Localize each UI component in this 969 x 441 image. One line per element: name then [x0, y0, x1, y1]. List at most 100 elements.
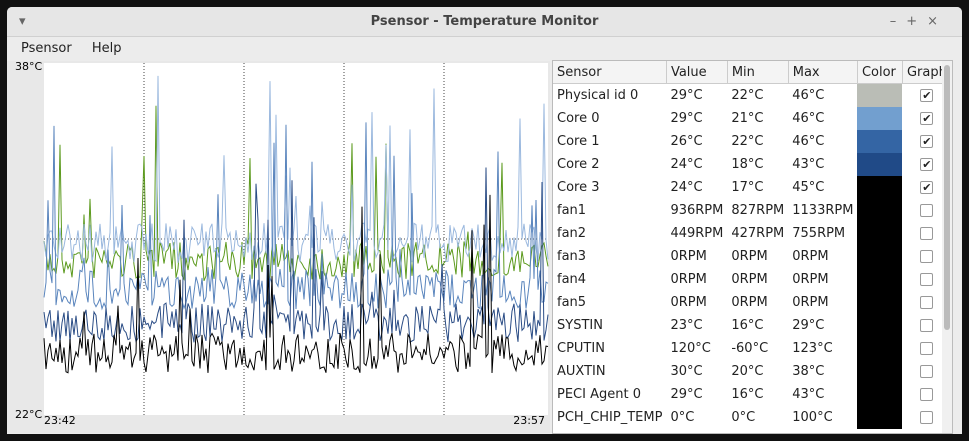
checkbox[interactable] — [920, 319, 934, 332]
x-end-label: 23:57 — [513, 414, 545, 427]
cell-min: 22°C — [731, 88, 764, 103]
checkbox[interactable]: ✔ — [920, 181, 934, 194]
cell-max: 755RPM — [792, 226, 846, 241]
graph-toggle[interactable] — [902, 222, 951, 245]
menu-item[interactable]: Psensor — [21, 41, 72, 56]
sensor-row[interactable]: Core 1 26°C 22°C 46°C ✔ — [553, 130, 951, 153]
sensor-row[interactable]: fan5 0RPM 0RPM 0RPM — [553, 291, 951, 314]
color-swatch[interactable] — [857, 83, 903, 107]
graph-toggle[interactable] — [902, 291, 951, 314]
window: ▾ Psensor - Temperature Monitor –+× Psen… — [7, 7, 962, 434]
column-header[interactable]: Max — [788, 61, 858, 84]
checkbox[interactable] — [920, 204, 934, 217]
checkbox[interactable]: ✔ — [920, 135, 934, 148]
column-header[interactable]: Value — [666, 61, 728, 84]
cell-min: 0RPM — [731, 249, 768, 264]
cell-sensor: Core 1 — [557, 134, 600, 149]
checkbox[interactable] — [920, 411, 934, 424]
sensor-trace — [43, 167, 549, 343]
checkbox[interactable] — [920, 273, 934, 286]
sensor-table: Sensor Value Min Max Color Graph Physical id … — [552, 60, 953, 434]
graph-toggle[interactable] — [902, 383, 951, 406]
sensor-row[interactable]: fan2 449RPM 427RPM 755RPM — [553, 222, 951, 245]
cell-max: 0RPM — [792, 295, 829, 310]
checkbox[interactable] — [920, 365, 934, 378]
checkbox[interactable]: ✔ — [920, 89, 934, 102]
color-swatch[interactable] — [857, 153, 903, 176]
graph-toggle[interactable] — [902, 406, 951, 429]
column-header[interactable]: Color — [857, 61, 903, 84]
graph-toggle[interactable]: ✔ — [902, 176, 951, 199]
color-swatch[interactable] — [857, 176, 903, 199]
color-swatch[interactable] — [857, 291, 903, 314]
cell-max: 29°C — [792, 318, 825, 333]
sensor-row[interactable]: Core 3 24°C 17°C 45°C ✔ — [553, 176, 951, 199]
checkbox[interactable] — [920, 250, 934, 263]
sensor-row[interactable]: AUXTIN 30°C 20°C 38°C — [553, 360, 951, 383]
window-controls[interactable]: –+× — [889, 14, 948, 29]
color-swatch[interactable] — [857, 107, 903, 130]
color-swatch[interactable] — [857, 130, 903, 153]
window-title: Psensor - Temperature Monitor — [370, 14, 599, 29]
graph-toggle[interactable]: ✔ — [902, 153, 951, 176]
color-swatch[interactable] — [857, 383, 903, 406]
cell-value: 0RPM — [670, 272, 707, 287]
color-swatch[interactable] — [857, 268, 903, 291]
color-swatch[interactable] — [857, 222, 903, 245]
sensor-row[interactable]: PCH_CHIP_TEMP 0°C 0°C 100°C — [553, 406, 951, 429]
graph-toggle[interactable] — [902, 199, 951, 222]
graph-toggle[interactable] — [902, 245, 951, 268]
scroll-thumb[interactable] — [944, 65, 950, 330]
cell-max: 38°C — [792, 364, 825, 379]
cell-value: 30°C — [670, 364, 703, 379]
y-max-label: 38°C — [15, 61, 42, 73]
color-swatch[interactable] — [857, 337, 903, 360]
sensor-row[interactable]: fan4 0RPM 0RPM 0RPM — [553, 268, 951, 291]
graph-toggle[interactable] — [902, 314, 951, 337]
color-swatch[interactable] — [857, 199, 903, 222]
column-header[interactable]: Min — [727, 61, 789, 84]
checkbox[interactable]: ✔ — [920, 158, 934, 171]
sensor-row[interactable]: CPUTIN 120°C -60°C 123°C — [553, 337, 951, 360]
graph-toggle[interactable]: ✔ — [902, 84, 951, 108]
checkbox[interactable] — [920, 227, 934, 240]
menu-bar: Psensor Help — [7, 37, 962, 61]
cell-value: 26°C — [670, 134, 703, 149]
graph-toggle[interactable] — [902, 268, 951, 291]
color-swatch[interactable] — [857, 245, 903, 268]
cell-sensor: Physical id 0 — [557, 88, 639, 103]
sensor-row[interactable]: Physical id 0 29°C 22°C 46°C ✔ — [553, 83, 951, 108]
menu-item[interactable]: Help — [91, 41, 122, 56]
cell-value: 24°C — [670, 180, 703, 195]
sensor-row[interactable]: fan1 936RPM 827RPM 1133RPM — [553, 199, 951, 222]
checkbox[interactable]: ✔ — [920, 112, 934, 125]
cell-sensor: AUXTIN — [557, 364, 606, 379]
sensor-row[interactable]: Core 2 24°C 18°C 43°C ✔ — [553, 153, 951, 176]
graph-toggle[interactable] — [902, 360, 951, 383]
cell-sensor: CPUTIN — [557, 341, 605, 356]
cell-min: 16°C — [731, 318, 764, 333]
cell-min: 22°C — [731, 134, 764, 149]
graph-toggle[interactable]: ✔ — [902, 107, 951, 130]
graph-toggle[interactable] — [902, 337, 951, 360]
checkbox[interactable] — [920, 342, 934, 355]
graph-toggle[interactable]: ✔ — [902, 130, 951, 153]
checkbox[interactable] — [920, 296, 934, 309]
y-min-label: 22°C — [15, 408, 42, 421]
cell-value: 24°C — [670, 157, 703, 172]
sensor-row[interactable]: Core 0 29°C 21°C 46°C ✔ — [553, 107, 951, 130]
cell-value: 120°C — [670, 341, 711, 356]
column-header[interactable]: Sensor — [553, 61, 667, 84]
color-swatch[interactable] — [857, 406, 903, 429]
sensor-row[interactable]: fan3 0RPM 0RPM 0RPM — [553, 245, 951, 268]
color-swatch[interactable] — [857, 314, 903, 337]
window-menu-button[interactable]: ▾ — [19, 14, 26, 29]
sensor-row[interactable]: SYSTIN 23°C 16°C 29°C — [553, 314, 951, 337]
scrollbar[interactable] — [942, 61, 952, 433]
cell-max: 46°C — [792, 88, 825, 103]
cell-value: 29°C — [670, 387, 703, 402]
sensor-row[interactable]: PECI Agent 0 29°C 16°C 43°C — [553, 383, 951, 406]
checkbox[interactable] — [920, 388, 934, 401]
column-header[interactable]: Graph — [902, 61, 952, 84]
color-swatch[interactable] — [857, 360, 903, 383]
